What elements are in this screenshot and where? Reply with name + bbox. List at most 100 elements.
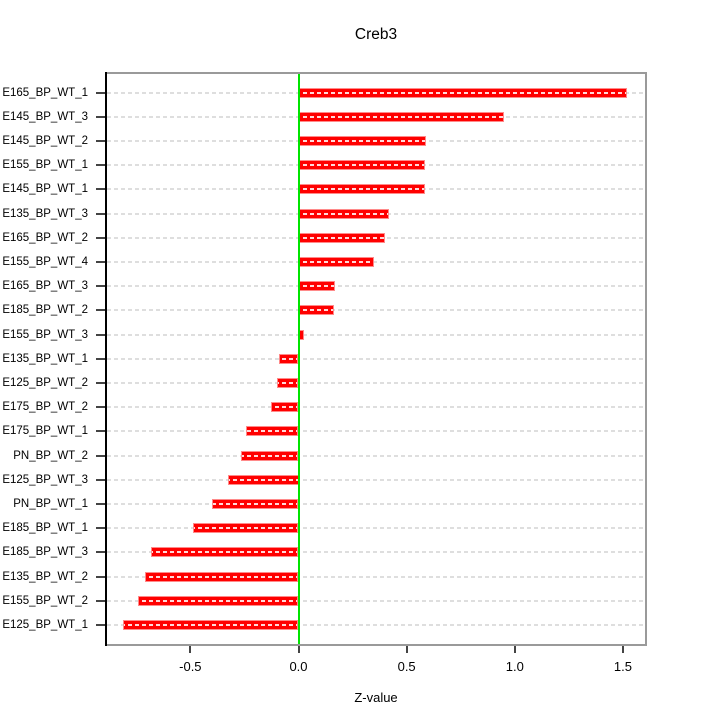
- bar-center-dash: [193, 527, 298, 530]
- x-tick: [297, 646, 300, 653]
- bar-E155_BP_WT_4: [298, 256, 375, 267]
- y-category-label: E185_BP_WT_1: [2, 522, 88, 535]
- bar-center-dash: [299, 285, 335, 288]
- row-gridline: [107, 285, 645, 288]
- y-category-label: E165_BP_WT_3: [2, 280, 88, 293]
- y-category-label: E145_BP_WT_3: [2, 110, 88, 123]
- y-category-label: E165_BP_WT_2: [2, 231, 88, 244]
- zero-reference-line: [297, 74, 300, 644]
- row-gridline: [107, 430, 645, 433]
- y-category-label: E155_BP_WT_3: [2, 328, 88, 341]
- row-gridline: [107, 478, 645, 481]
- bar-E145_BP_WT_1: [298, 184, 426, 195]
- panel-border-right: [645, 72, 647, 646]
- y-tick: [96, 575, 105, 578]
- bar-center-dash: [212, 502, 298, 505]
- bar-E155_BP_WT_1: [298, 160, 426, 171]
- row-gridline: [107, 623, 645, 626]
- y-category-label: E185_BP_WT_2: [2, 304, 88, 317]
- bar-center-dash: [124, 623, 298, 626]
- bar-center-dash: [299, 309, 334, 312]
- bar-center-dash: [299, 333, 303, 336]
- y-tick: [96, 188, 105, 191]
- chart-title: Creb3: [354, 26, 398, 43]
- bar-center-dash: [145, 575, 298, 578]
- y-tick: [96, 309, 105, 312]
- bar-E165_BP_WT_1: [298, 87, 628, 98]
- y-category-label: E145_BP_WT_2: [2, 134, 88, 147]
- panel-border-bottom: [105, 644, 647, 646]
- x-tick: [189, 646, 192, 653]
- y-category-label: E135_BP_WT_2: [2, 570, 88, 583]
- row-gridline: [107, 333, 645, 336]
- bar-E185_BP_WT_3: [151, 547, 299, 558]
- bar-center-dash: [229, 478, 298, 481]
- x-axis-title: Z-value: [354, 690, 398, 705]
- bar-center-dash: [272, 406, 298, 409]
- bar-E185_BP_WT_2: [298, 305, 335, 316]
- y-tick: [96, 623, 105, 626]
- bar-center-dash: [299, 91, 627, 94]
- bar-center-dash: [299, 260, 374, 263]
- y-tick: [96, 551, 105, 554]
- y-tick: [96, 139, 105, 142]
- bar-center-dash: [242, 454, 298, 457]
- row-gridline: [107, 381, 645, 384]
- y-category-label: E125_BP_WT_2: [2, 376, 88, 389]
- row-gridline: [107, 502, 645, 505]
- x-tick-label: 0.5: [397, 659, 416, 674]
- bar-center-dash: [277, 381, 298, 384]
- x-tick-label: -0.5: [179, 659, 202, 674]
- row-gridline: [107, 575, 645, 578]
- x-tick-label: 1.5: [613, 659, 632, 674]
- y-tick: [96, 527, 105, 530]
- y-tick: [96, 430, 105, 433]
- y-tick: [96, 285, 105, 288]
- y-category-label: E155_BP_WT_4: [2, 255, 88, 268]
- bar-center-dash: [299, 164, 425, 167]
- x-tick: [513, 646, 516, 653]
- y-tick: [96, 260, 105, 263]
- y-category-label: E175_BP_WT_2: [2, 401, 88, 414]
- bar-E175_BP_WT_2: [271, 402, 299, 413]
- y-axis-line: [105, 72, 107, 646]
- bar-E125_BP_WT_3: [228, 474, 299, 485]
- x-tick: [405, 646, 408, 653]
- y-tick: [96, 381, 105, 384]
- y-category-label: E145_BP_WT_1: [2, 183, 88, 196]
- y-tick: [96, 91, 105, 94]
- y-category-label: PN_BP_WT_2: [13, 449, 88, 462]
- y-tick: [96, 478, 105, 481]
- bar-center-dash: [299, 188, 425, 191]
- y-tick: [96, 236, 105, 239]
- y-category-label: E135_BP_WT_3: [2, 207, 88, 220]
- row-gridline: [107, 527, 645, 530]
- y-tick: [96, 333, 105, 336]
- y-tick: [96, 115, 105, 118]
- y-tick: [96, 454, 105, 457]
- bar-center-dash: [139, 599, 298, 602]
- row-gridline: [107, 551, 645, 554]
- bar-PN_BP_WT_1: [211, 498, 299, 509]
- row-gridline: [107, 260, 645, 263]
- bar-center-dash: [246, 430, 298, 433]
- bar-E125_BP_WT_2: [276, 377, 299, 388]
- panel-border-top: [105, 72, 647, 74]
- bar-center-dash: [299, 236, 385, 239]
- y-category-label: E165_BP_WT_1: [2, 86, 88, 99]
- row-gridline: [107, 599, 645, 602]
- row-gridline: [107, 454, 645, 457]
- x-tick-label: 1.0: [505, 659, 524, 674]
- bar-E145_BP_WT_2: [298, 135, 427, 146]
- y-tick: [96, 212, 105, 215]
- y-category-label: E125_BP_WT_1: [2, 618, 88, 631]
- row-gridline: [107, 406, 645, 409]
- y-tick: [96, 406, 105, 409]
- x-tick: [621, 646, 624, 653]
- bar-E155_BP_WT_2: [138, 595, 299, 606]
- y-category-label: E155_BP_WT_2: [2, 594, 88, 607]
- y-category-label: E175_BP_WT_1: [2, 425, 88, 438]
- y-tick: [96, 357, 105, 360]
- y-category-label: E185_BP_WT_3: [2, 546, 88, 559]
